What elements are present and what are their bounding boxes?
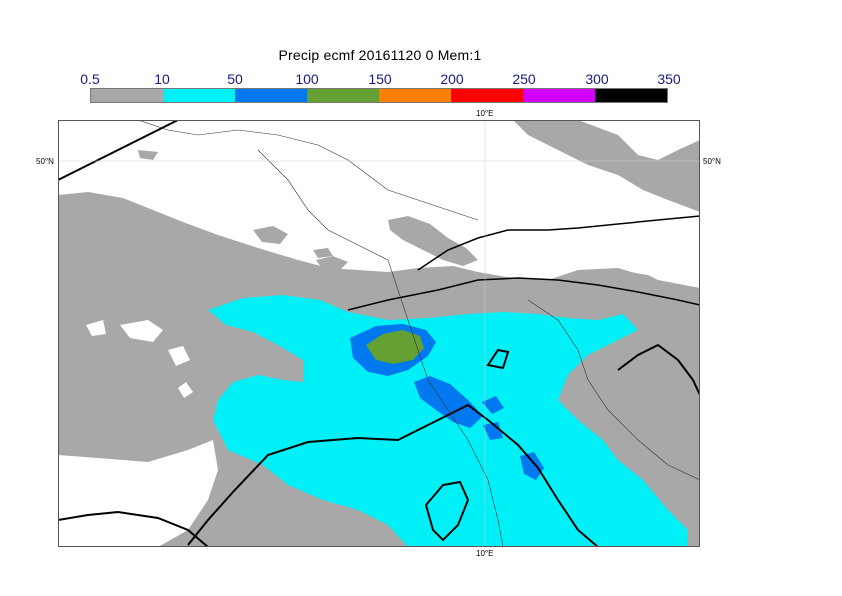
grey-central-patch [388,216,478,266]
blue-south-area [414,376,483,428]
legend-swatch [379,89,451,102]
blue-patch [482,396,504,414]
graticule [58,120,700,547]
island-coastline [486,348,510,370]
legend-tick-label: 250 [512,71,536,87]
blue-patch [483,422,503,440]
coastlines [58,120,700,547]
grey-east-patch [598,270,700,335]
coastline [58,510,209,547]
coastline [58,120,179,181]
border-line [527,299,700,481]
legend-swatch [595,89,667,102]
country-border [347,277,700,311]
grey-small-patch [313,248,333,258]
legend-tick-label: 350 [657,71,681,87]
dry-patch [178,382,193,398]
coastline [187,403,599,547]
green-peak-area [366,330,424,364]
dry-area-holes [58,320,218,547]
dry-patch [86,320,106,336]
grey-small-patch [138,150,158,160]
precipitation-map [58,120,700,547]
country-border [417,215,700,271]
island-coastline [424,480,470,542]
dry-southwest [58,440,218,547]
legend-tick-label: 0.5 [80,71,100,87]
legend-swatch [235,89,307,102]
longitude-label-bottom: 10°E [476,549,494,558]
legend-swatch [523,89,595,102]
legend-tick-label: 100 [295,71,319,87]
coastline [617,343,700,396]
legend-swatch [451,89,523,102]
blue-patch [520,452,544,480]
admin-borders [137,120,700,547]
legend-swatch [307,89,379,102]
cyan-patch [263,382,298,420]
precip-band-100-150 [366,330,424,364]
legend-tick-labels: 0.5 10 50 100 150 200 250 300 350 [0,71,842,89]
map-frame [58,120,700,547]
legend-swatch [91,89,163,102]
latitude-label-right: 50°N [703,157,721,166]
dry-patch [168,346,190,366]
dry-patch [120,320,163,342]
latitude-label-left: 50°N [36,157,54,166]
border-line [137,120,479,221]
color-legend-bar [90,88,668,103]
longitude-label-top: 10°E [476,109,494,118]
legend-tick-label: 300 [585,71,609,87]
grey-small-patch [316,256,348,270]
border-line [257,149,389,261]
cyan-main-area [208,295,688,547]
border-line [387,259,504,547]
grey-small-patch [253,226,288,244]
legend-tick-label: 150 [368,71,392,87]
grey-northeast-area [513,120,700,212]
legend-tick-label: 50 [227,71,243,87]
map-title: Precip ecmf 20161120 0 Mem:1 [278,47,482,63]
legend-swatch [163,89,235,102]
legend-tick-label: 200 [440,71,464,87]
legend-tick-label: 10 [154,71,170,87]
precip-band-10-50 [208,295,688,547]
